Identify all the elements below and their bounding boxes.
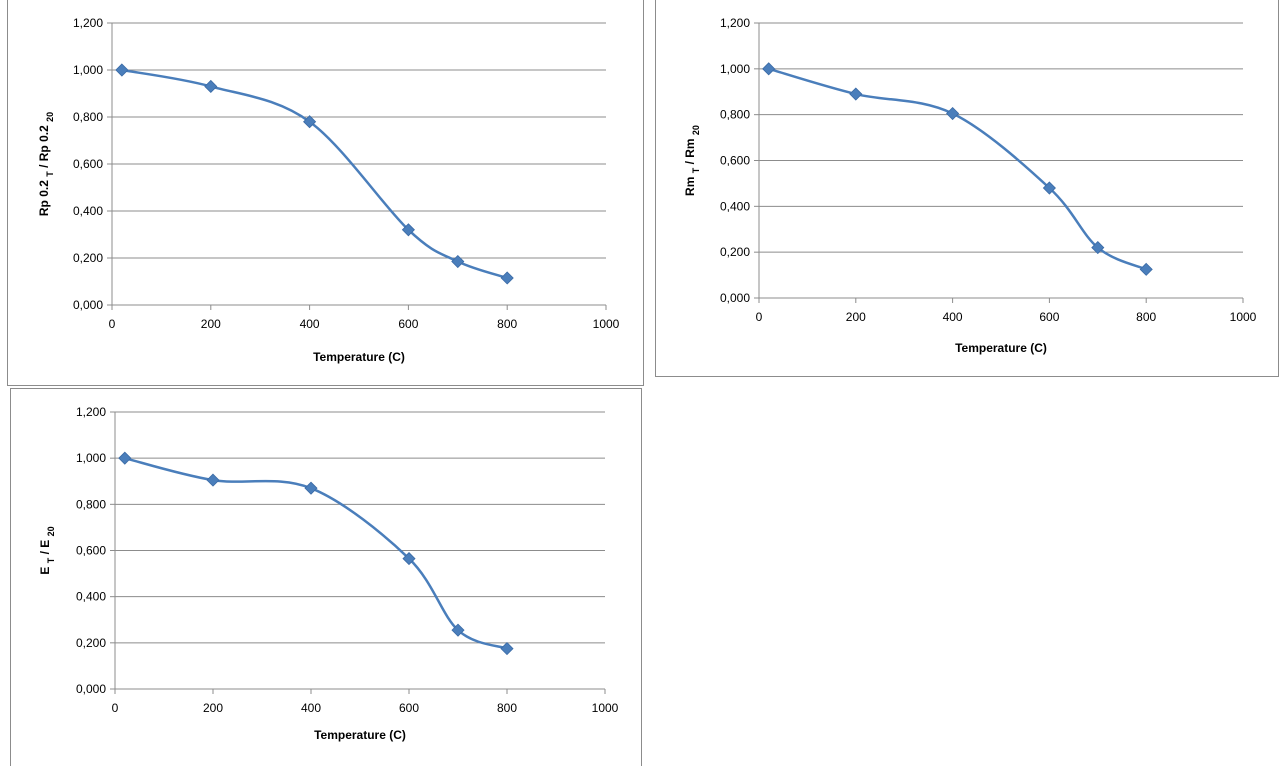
y-tick-label: 0,200 — [73, 251, 103, 265]
y-tick-label: 0,400 — [73, 204, 103, 218]
y-axis-title-text: / Rp 0.2 — [37, 122, 51, 171]
y-axis-title-subscript: T — [691, 167, 701, 173]
data-point-marker — [206, 473, 220, 487]
chart-svg-yield-strength: 0,000 0,200 0,400 0,600 0,800 1,000 1,200 0 200 4… — [37, 16, 620, 364]
y-tick-label: 0,600 — [73, 157, 103, 171]
data-point-marker — [849, 87, 863, 101]
y-axis-title-text: Rp 0.2 — [37, 177, 51, 216]
chart-panel-yield-strength: 0,000 0,200 0,400 0,600 0,800 1,000 1,200 0 200 4… — [7, 0, 644, 386]
x-tick-label: 200 — [201, 317, 221, 331]
x-tick-label: 1000 — [1230, 310, 1257, 324]
x-axis-title: Temperature (C) — [313, 350, 405, 364]
data-point-marker — [946, 106, 960, 121]
data-point-marker — [401, 223, 415, 237]
x-tick-label: 1000 — [593, 317, 620, 331]
y-tick-label: 0,800 — [720, 108, 750, 122]
data-point-marker — [1091, 241, 1105, 255]
x-axis-title: Temperature (C) — [955, 341, 1047, 355]
y-axis-title: E T / E 20 — [38, 526, 56, 574]
y-axis-title-subscript: 20 — [46, 526, 56, 536]
y-axis-title-subscript: T — [46, 557, 56, 563]
y-tick-label: 0,000 — [720, 291, 750, 305]
data-point-marker — [118, 451, 132, 465]
series-line — [121, 68, 508, 280]
x-tick-label: 400 — [943, 310, 963, 324]
series-line — [768, 67, 1147, 271]
y-tick-label: 0,200 — [76, 636, 106, 650]
data-point-marker — [451, 623, 465, 637]
data-point-marker — [204, 79, 218, 94]
y-tick-label: 0,000 — [73, 298, 103, 312]
y-tick-label: 1,200 — [73, 16, 103, 30]
y-tick-label: 1,000 — [73, 63, 103, 77]
data-point-marker — [762, 62, 776, 76]
x-tick-label: 200 — [846, 310, 866, 324]
x-tick-label: 0 — [756, 310, 763, 324]
y-tick-label: 0,800 — [76, 497, 106, 511]
y-tick-label: 1,000 — [76, 451, 106, 465]
data-point-marker — [402, 552, 416, 566]
x-tick-label: 200 — [203, 701, 223, 715]
data-point-marker — [500, 642, 514, 656]
y-axis-title-subscript: 20 — [45, 112, 55, 122]
y-tick-label: 1,200 — [720, 16, 750, 30]
y-axis-title: Rp 0.2 T / Rp 0.2 20 — [37, 112, 55, 216]
y-axis-title: Rm T / Rm 20 — [683, 125, 701, 196]
y-tick-label: 0,400 — [720, 199, 750, 213]
x-tick-label: 600 — [1039, 310, 1059, 324]
y-tick-label: 0,400 — [76, 590, 106, 604]
y-tick-label: 0,000 — [76, 682, 106, 696]
data-point-marker — [1139, 262, 1153, 276]
y-tick-label: 0,200 — [720, 245, 750, 259]
x-tick-label: 800 — [497, 701, 517, 715]
data-point-marker — [451, 254, 465, 269]
data-point-marker — [304, 481, 318, 495]
x-tick-label: 400 — [301, 701, 321, 715]
y-axis-title-subscript: 20 — [691, 125, 701, 135]
y-axis-title-text: Rm — [683, 173, 697, 196]
y-tick-label: 1,200 — [76, 405, 106, 419]
data-point-marker — [303, 115, 317, 129]
chart-panel-elastic-modulus: 0,000 0,200 0,400 0,600 0,800 1,000 1,200 0 200 4… — [10, 388, 642, 766]
x-axis-title: Temperature (C) — [314, 728, 406, 742]
data-point-marker — [115, 63, 129, 77]
x-tick-label: 1000 — [592, 701, 619, 715]
x-tick-label: 0 — [109, 317, 116, 331]
y-tick-label: 0,600 — [720, 154, 750, 168]
data-point-marker — [500, 271, 514, 285]
data-point-marker — [1042, 181, 1056, 195]
y-axis-title-text: / Rm — [683, 135, 697, 168]
x-tick-label: 800 — [497, 317, 517, 331]
y-tick-label: 0,800 — [73, 110, 103, 124]
x-tick-label: 600 — [398, 317, 418, 331]
x-tick-label: 400 — [300, 317, 320, 331]
x-tick-label: 800 — [1136, 310, 1156, 324]
y-tick-label: 0,600 — [76, 544, 106, 558]
chart-svg-elastic-modulus: 0,000 0,200 0,400 0,600 0,800 1,000 1,200 0 200 4… — [38, 405, 619, 742]
y-axis-title-text: E — [38, 563, 52, 574]
x-tick-label: 0 — [112, 701, 119, 715]
y-tick-label: 1,000 — [720, 62, 750, 76]
chart-svg-tensile-strength: 0,000 0,200 0,400 0,600 0,800 1,000 1,200 0 200 4… — [683, 16, 1257, 355]
x-tick-label: 600 — [399, 701, 419, 715]
y-axis-title-text: / E — [38, 536, 52, 557]
y-axis-title-subscript: T — [45, 171, 55, 177]
chart-panel-tensile-strength: 0,000 0,200 0,400 0,600 0,800 1,000 1,200 0 200 4… — [655, 0, 1279, 377]
